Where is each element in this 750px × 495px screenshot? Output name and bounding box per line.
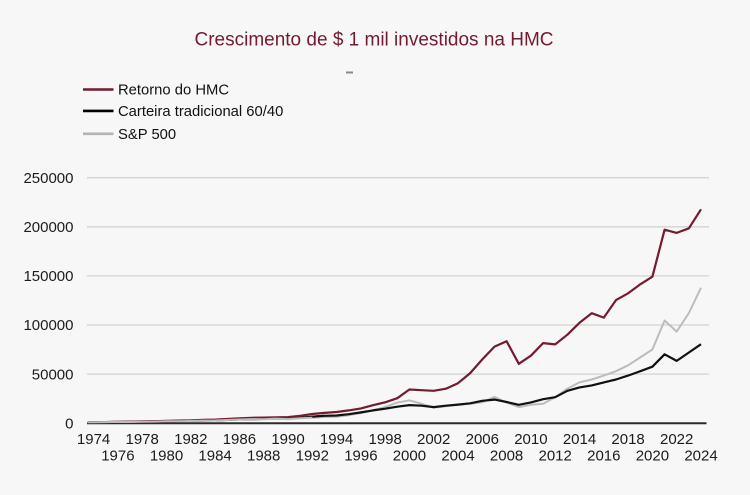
svg-text:2016: 2016 (587, 447, 620, 464)
svg-text:1986: 1986 (223, 431, 256, 448)
svg-text:1998: 1998 (369, 431, 402, 448)
svg-text:50000: 50000 (32, 366, 74, 383)
svg-text:2014: 2014 (563, 431, 596, 448)
svg-text:2008: 2008 (490, 447, 523, 464)
svg-text:2018: 2018 (611, 431, 644, 448)
svg-text:1978: 1978 (126, 431, 159, 448)
svg-text:1992: 1992 (296, 447, 329, 464)
svg-text:Carteira tradicional 60/40: Carteira tradicional 60/40 (118, 104, 283, 120)
svg-text:1988: 1988 (247, 447, 280, 464)
svg-text:2000: 2000 (393, 447, 426, 464)
svg-text:2024: 2024 (684, 447, 717, 464)
svg-text:150000: 150000 (23, 268, 73, 285)
svg-text:Crescimento de $ 1 mil investi: Crescimento de $ 1 mil investidos na HMC (194, 30, 553, 51)
svg-text:1976: 1976 (101, 447, 134, 464)
svg-text:1980: 1980 (150, 447, 183, 464)
svg-text:100000: 100000 (23, 317, 73, 334)
svg-text:1982: 1982 (174, 431, 207, 448)
svg-text:2004: 2004 (441, 447, 474, 464)
svg-text:Retorno do HMC: Retorno do HMC (118, 83, 229, 99)
svg-text:250000: 250000 (23, 170, 73, 187)
svg-text:2012: 2012 (539, 447, 572, 464)
svg-text:1994: 1994 (320, 431, 353, 448)
svg-text:200000: 200000 (23, 219, 73, 236)
svg-text:S&P 500: S&P 500 (118, 127, 176, 143)
svg-text:2002: 2002 (417, 431, 450, 448)
svg-text:0: 0 (65, 415, 73, 432)
svg-text:2010: 2010 (514, 431, 547, 448)
svg-text:1996: 1996 (344, 447, 377, 464)
svg-text:2006: 2006 (466, 431, 499, 448)
svg-text:2022: 2022 (660, 431, 693, 448)
svg-text:1990: 1990 (271, 431, 304, 448)
svg-text:1974: 1974 (77, 431, 110, 448)
svg-text:2020: 2020 (636, 447, 669, 464)
svg-text:1984: 1984 (198, 447, 231, 464)
